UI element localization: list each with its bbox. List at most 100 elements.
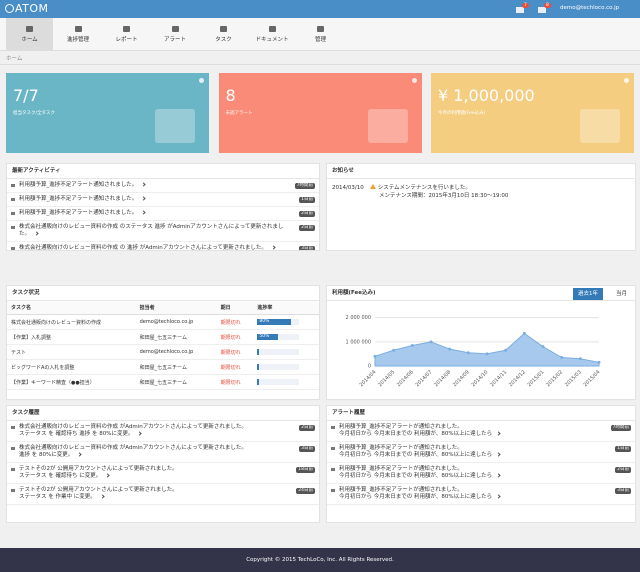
alert-icon[interactable] bbox=[538, 7, 546, 13]
list-item[interactable]: 利用額予算_進捗不足アラート通知されました。 2日前 bbox=[7, 207, 319, 221]
list-item[interactable]: 利用額予算_進捗不足アラートが通知されました。 今月初日から 今月末日までの 利用… bbox=[327, 442, 635, 463]
alert-history-panel: アラート履歴 利用額予算_進捗不足アラートが通知されました。 今月初日から 今月末日… bbox=[326, 405, 636, 523]
nav-label: タスク bbox=[215, 37, 232, 43]
list-item[interactable]: 株式会社通販向けのレビュー資料の作成 のステータス 進捗 がAdminアカウント… bbox=[7, 221, 319, 242]
x-tick-label: 2014/10 bbox=[471, 369, 490, 388]
item-text: 利用額予算_進捗不足アラートが通知されました。 bbox=[339, 424, 463, 430]
nav-icon bbox=[317, 26, 324, 32]
data-point bbox=[392, 348, 396, 352]
user-menu[interactable]: demo@techloco.co.jp bbox=[560, 5, 620, 11]
news-panel: お知らせ 2014/03/10 システムメンテナンスを行いました。 メンテナンス期間：… bbox=[326, 163, 636, 251]
chevron bbox=[137, 431, 143, 436]
chevron bbox=[496, 431, 501, 436]
item-text: 利用額予算_進捗不足アラートが通知されました。 bbox=[339, 445, 463, 451]
time-badge: 2日前 bbox=[299, 211, 315, 217]
task-owner: 和田屋_七五三チーム bbox=[135, 359, 217, 375]
data-point bbox=[485, 352, 489, 356]
progress-bar: 50% bbox=[257, 334, 279, 340]
list-item[interactable]: 利用額予算_進捗不足アラートが通知されました。 今月初日から 今月末日までの 利用… bbox=[327, 484, 635, 505]
nav-tab[interactable]: ホーム bbox=[6, 18, 53, 50]
list-item[interactable]: 利用額予算_進捗不足アラートが通知されました。 今月初日から 今月末日までの 利用… bbox=[327, 463, 635, 484]
task-name: ビッグワードAの入札を調整 bbox=[7, 359, 136, 375]
panel-title: 利用額(Fee込み) bbox=[327, 286, 635, 301]
time-badge: 1日前 bbox=[615, 446, 631, 452]
item-icon bbox=[11, 198, 15, 201]
mail-icon[interactable] bbox=[516, 7, 524, 13]
panel-title: タスク状況 bbox=[7, 286, 319, 301]
period-button[interactable]: 当月 bbox=[616, 291, 628, 297]
footer: Copyright © 2015 TechLoCo, Inc. All Righ… bbox=[0, 548, 640, 572]
nav-tab[interactable]: レポート bbox=[103, 18, 150, 50]
data-point bbox=[429, 340, 433, 344]
task-row[interactable]: 【作業】キーワード精査（●●担当） 和田屋_七五三チーム 期限切れ bbox=[7, 374, 319, 390]
y-tick-label: 0 bbox=[368, 364, 371, 370]
stat-label: 今月の利用額(Fee込み) bbox=[438, 111, 486, 116]
task-row[interactable]: ビッグワードAの入札を調整 和田屋_七五三チーム 期限切れ bbox=[7, 359, 319, 375]
stat-box[interactable]: 8 未読アラート bbox=[218, 73, 422, 153]
item-icon bbox=[331, 426, 335, 429]
item-detail: ステータス を 作業中 に変更。 bbox=[19, 494, 96, 500]
item-text: 利用額予算_進捗不足アラート通知されました。 bbox=[19, 210, 138, 216]
nav-tab[interactable]: タスク bbox=[200, 18, 247, 50]
time-badge: 3日前 bbox=[299, 446, 315, 452]
time-badge: 7時間前 bbox=[610, 425, 631, 431]
stat-corner-icon bbox=[624, 78, 629, 83]
item-icon bbox=[11, 226, 15, 229]
data-point bbox=[410, 343, 414, 347]
top-bar: ATOM 7 8 demo@techloco.co.jp bbox=[0, 0, 640, 18]
task-progress: 80% bbox=[253, 314, 319, 330]
progress-track bbox=[257, 379, 300, 385]
period-button-active[interactable]: 過去1年 bbox=[573, 288, 603, 300]
item-text: 利用額予算_進捗不足アラートが通知されました。 bbox=[339, 487, 463, 493]
list-item[interactable]: 利用額予算_進捗不足アラート通知されました。 1日前 bbox=[7, 193, 319, 207]
chevron bbox=[141, 196, 146, 201]
area bbox=[374, 332, 600, 367]
list-item[interactable]: テストその2が 公開用アカウントさんによって更新されました。 ステータス を 作業… bbox=[7, 484, 319, 505]
list-item[interactable]: 利用額予算_進捗不足アラート通知されました。 7時間前 bbox=[7, 179, 319, 193]
nav-label: 管理 bbox=[314, 37, 326, 43]
list-item[interactable]: テストその2が 公開用アカウントさんによって更新されました。 ステータス を 確認… bbox=[7, 463, 319, 484]
list-item[interactable]: 株式会社通販向けのレビュー資料の作成 がAdminアカウントさんによって更新され… bbox=[7, 421, 319, 442]
nav-icon bbox=[123, 26, 130, 32]
panel-title: アラート履歴 bbox=[327, 406, 635, 421]
item-detail: ステータス を 確認待ち に変更。 bbox=[19, 473, 102, 479]
progress-bar bbox=[257, 349, 260, 355]
x-tick-label: 2014/08 bbox=[433, 369, 452, 388]
item-icon bbox=[11, 489, 15, 492]
stat-corner-icon bbox=[199, 78, 204, 83]
data-point bbox=[504, 348, 508, 352]
progress-track bbox=[257, 364, 300, 370]
item-icon bbox=[11, 468, 15, 471]
stat-box[interactable]: 7/7 担当タスク/全タスク bbox=[6, 73, 209, 153]
item-text: 株式会社通販向けのレビュー資料の作成 がAdminアカウントさんによって更新され… bbox=[19, 424, 247, 430]
task-row[interactable]: 株式会社通販向けのレビュー資料の作成 demo@techloco.co.jp 期限切… bbox=[7, 314, 319, 330]
nav-tab[interactable]: ドキュメント bbox=[249, 18, 296, 50]
task-row[interactable]: テスト demo@techloco.co.jp 期限切れ bbox=[7, 344, 319, 360]
time-badge: 18日前 bbox=[296, 467, 315, 473]
list-item[interactable]: 利用額予算_進捗不足アラートが通知されました。 今月初日から 今月末日までの 利用… bbox=[327, 421, 635, 442]
time-badge: 24日前 bbox=[296, 488, 315, 494]
item-text: テストその2が 公開用アカウントさんによって更新されました。 bbox=[19, 487, 178, 493]
stat-box[interactable]: ¥ 1,000,000 今月の利用額(Fee込み) bbox=[431, 73, 634, 153]
column-header: 進捗率 bbox=[253, 301, 319, 315]
x-tick-label: 2015/01 bbox=[527, 369, 546, 388]
nav-label: アラート bbox=[163, 37, 186, 43]
task-due: 期限切れ bbox=[216, 359, 254, 375]
task-row[interactable]: 【作業】入札調整 和田屋_七五三チーム 期限切れ 50% bbox=[7, 329, 319, 345]
x-tick-label: 2014/12 bbox=[508, 369, 527, 388]
nav-tab[interactable]: 進捗管理 bbox=[55, 18, 102, 50]
list-item[interactable]: 株式会社通販向けのレビュー資料の作成 の 進捗 がAdminアカウントさんによっ… bbox=[7, 242, 319, 250]
item-detail: 進捗 を 80%に変更。 bbox=[19, 452, 74, 458]
list-item[interactable]: 株式会社通販向けのレビュー資料の作成 がAdminアカウントさんによって更新され… bbox=[7, 442, 319, 463]
warning-icon bbox=[369, 184, 376, 189]
x-tick-label: 2014/09 bbox=[452, 369, 471, 388]
nav-tab[interactable]: アラート bbox=[152, 18, 199, 50]
nav-tab[interactable]: 管理 bbox=[297, 18, 344, 50]
progress-bar bbox=[257, 364, 260, 370]
usage-chart: 0 1 000 000 2 000 000 2014/04 2014/05 2014/06… bbox=[346, 315, 602, 388]
item-text: テストその2が 公開用アカウントさんによって更新されました。 bbox=[19, 466, 178, 472]
alert-badge: 8 bbox=[544, 3, 551, 8]
y-tick-label: 1 000 000 bbox=[346, 339, 371, 345]
x-tick-label: 2014/04 bbox=[359, 369, 378, 388]
x-tick-label: 2014/06 bbox=[396, 369, 415, 388]
